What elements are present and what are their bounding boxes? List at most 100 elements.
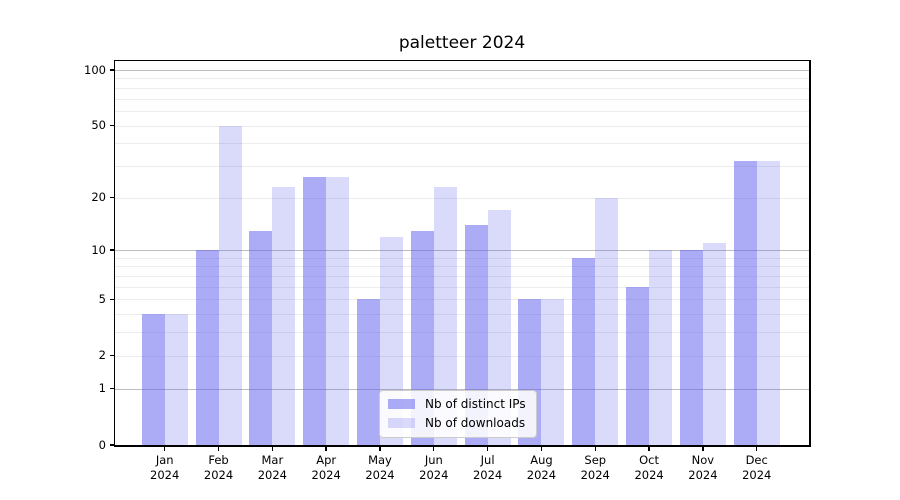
bar-distinct-ips-sep [572,257,596,445]
bar-downloads-nov [702,243,726,445]
bar-downloads-jun [433,186,457,445]
x-tick-month: Oct [639,453,660,467]
axis-spine-right [809,59,811,447]
x-tick-month: Sep [584,453,607,467]
x-tick-sep [594,446,596,451]
legend-item-downloads: Nb of downloads [388,416,526,430]
y-tick-100 [109,69,114,71]
bar-distinct-ips-jul [464,224,488,445]
gridline-minor-8 [115,266,809,268]
legend-swatch-downloads [388,418,415,428]
bar-distinct-ips-nov [679,250,703,445]
y-tick-1 [109,387,114,390]
bar-distinct-ips-apr [303,177,327,445]
legend-label-distinct-ips: Nb of distinct IPs [425,397,526,411]
gridline-minor-60 [115,110,809,112]
gridline-minor-90 [115,78,809,80]
y-tick-label-50: 50 [91,118,106,133]
gridline-minor-7 [115,276,809,278]
x-tick-aug [540,446,543,451]
bar-downloads-feb [218,125,242,445]
x-tick-jan [164,446,166,451]
bar-downloads-jan [164,314,188,445]
gridline-major-10 [115,250,809,252]
x-tick-label-feb: Feb 2024 [191,453,247,483]
x-tick-jun [433,446,435,451]
x-tick-label-sep: Sep 2024 [567,453,623,483]
x-tick-year: 2024 [688,468,718,482]
x-tick-label-nov: Nov 2024 [675,453,731,483]
x-tick-label-apr: Apr 2024 [298,453,354,483]
x-tick-label-mar: Mar 2024 [244,453,300,483]
x-tick-year: 2024 [311,468,341,482]
chart-title: paletteer 2024 [398,33,526,53]
x-tick-month: Feb [208,453,229,467]
y-tick-label-20: 20 [91,190,106,205]
x-tick-month: Mar [261,453,284,467]
y-tick-label-10: 10 [91,242,106,257]
x-tick-month: Jul [480,453,495,467]
bar-downloads-aug [541,299,565,445]
y-tick-label-0: 0 [98,437,106,452]
legend-swatch-distinct-ips [388,399,415,409]
gridline-major-100 [115,70,809,71]
bar-distinct-ips-oct [626,286,650,445]
axis-spine-left [113,59,115,447]
x-tick-month: Apr [316,453,337,467]
bar-downloads-sep [595,197,619,445]
x-tick-month: Jun [424,453,443,467]
y-tick-label-100: 100 [84,62,106,77]
x-tick-oct [648,446,650,451]
x-tick-year: 2024 [419,468,449,482]
x-tick-year: 2024 [472,468,503,482]
legend-item-distinct-ips: Nb of distinct IPs [388,397,526,411]
x-tick-label-aug: Aug 2024 [513,453,569,483]
gridline-minor-3 [115,332,809,334]
bar-distinct-ips-may [356,299,380,445]
x-tick-year: 2024 [580,468,610,482]
x-tick-month: Aug [530,453,553,467]
gridline-minor-2 [115,355,809,357]
gridline-minor-80 [115,87,809,89]
gridline-minor-50 [115,125,809,127]
bar-distinct-ips-jan [141,314,165,445]
y-tick-20 [109,196,114,199]
x-tick-dec [756,446,758,451]
bar-downloads-oct [649,250,673,445]
x-tick-feb [217,446,220,451]
y-tick-label-2: 2 [98,348,106,363]
y-tick-label-5: 5 [98,291,106,306]
x-tick-label-dec: Dec 2024 [729,453,785,483]
x-tick-label-oct: Oct 2024 [621,453,677,483]
bar-downloads-jul [487,210,511,445]
y-tick-5 [109,298,114,301]
x-tick-year: 2024 [742,468,772,482]
y-tick-label-1: 1 [98,381,106,396]
gridline-major-1 [115,388,809,390]
axis-spine-bottom [113,445,811,447]
bar-downloads-apr [326,177,350,445]
x-tick-month: Nov [691,453,715,467]
x-tick-month: May [368,453,392,467]
x-tick-year: 2024 [365,468,395,482]
gridline-minor-70 [115,98,809,100]
y-tick-2 [109,355,114,357]
x-tick-jul [486,446,489,451]
plot-area [115,61,809,445]
x-tick-may [379,446,381,451]
bar-distinct-ips-dec [733,160,757,445]
x-tick-mar [271,446,274,451]
x-tick-month: Dec [745,453,768,467]
gridline-minor-9 [115,257,809,259]
x-tick-label-jan: Jan 2024 [137,453,193,483]
x-tick-year: 2024 [203,468,234,482]
x-tick-label-may: May 2024 [352,453,408,483]
gridline-minor-5 [115,299,809,301]
gridline-minor-20 [115,197,809,199]
legend-label-downloads: Nb of downloads [425,416,526,430]
x-tick-label-jun: Jun 2024 [406,453,462,483]
legend: Nb of distinct IPs Nb of downloads [379,390,537,438]
gridline-minor-6 [115,286,809,288]
x-tick-month: Jan [155,453,174,467]
